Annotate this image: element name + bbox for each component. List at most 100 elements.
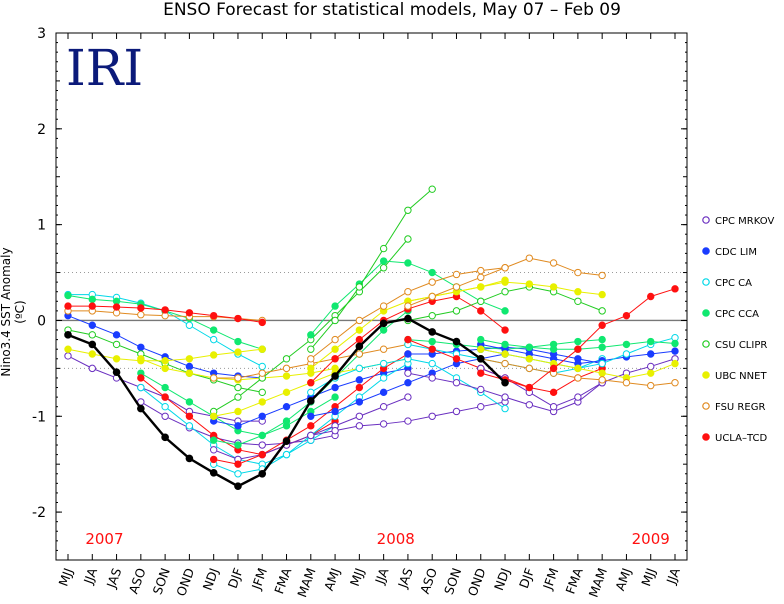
forecast-point xyxy=(282,417,291,425)
forecast-point xyxy=(258,412,266,420)
forecast-point xyxy=(355,364,364,373)
forecast-point xyxy=(428,311,436,320)
forecast-point xyxy=(428,374,436,382)
x-tick-label: JAS xyxy=(394,566,415,591)
forecast-point xyxy=(525,401,534,409)
forecast-point xyxy=(501,404,509,413)
forecast-point xyxy=(258,431,266,440)
forecast-point xyxy=(185,422,194,430)
plot-border xyxy=(55,32,688,561)
forecast-point xyxy=(598,321,606,329)
forecast-point xyxy=(161,383,169,392)
observed-point xyxy=(379,319,388,328)
forecast-point xyxy=(355,383,364,392)
forecast-point xyxy=(379,374,388,382)
forecast-point xyxy=(185,369,194,377)
forecast-point xyxy=(404,335,412,344)
forecast-point xyxy=(477,273,485,282)
forecast-point xyxy=(161,306,169,314)
forecast-point xyxy=(379,402,388,411)
forecast-point xyxy=(598,290,606,299)
x-tick-label: MAM xyxy=(294,566,318,599)
forecast-point xyxy=(88,350,96,358)
forecast-point xyxy=(258,441,266,449)
forecast-point xyxy=(137,383,145,392)
forecast-point xyxy=(137,374,145,382)
x-tick-label: JFM xyxy=(540,566,562,592)
observed-point xyxy=(307,397,315,405)
forecast-point xyxy=(258,450,266,459)
forecast-point xyxy=(161,364,169,373)
forecast-point xyxy=(477,402,485,411)
forecast-point xyxy=(258,362,266,371)
forecast-point xyxy=(355,316,364,325)
forecast-point xyxy=(452,270,461,279)
legend-marker xyxy=(702,247,710,255)
legend-label: FSU REGR xyxy=(715,402,765,413)
forecast-point xyxy=(64,345,72,353)
forecast-point xyxy=(501,307,509,315)
forecast-point xyxy=(307,364,315,373)
forecast-point xyxy=(428,268,436,277)
forecast-point xyxy=(379,244,388,253)
forecast-point xyxy=(161,402,169,411)
forecast-point xyxy=(331,302,339,310)
forecast-point xyxy=(428,185,436,193)
forecast-point xyxy=(379,345,388,353)
y-tick-label: 2 xyxy=(37,122,46,138)
forecast-point xyxy=(404,417,412,425)
forecast-point xyxy=(355,335,364,344)
observed-point xyxy=(112,368,121,376)
observed-point xyxy=(404,314,412,323)
legend-marker xyxy=(702,340,710,348)
forecast-point xyxy=(234,407,242,416)
forecast-point xyxy=(64,291,72,300)
forecast-point xyxy=(307,379,315,387)
x-tick-label: DJF xyxy=(225,566,246,590)
forecast-point xyxy=(355,326,364,334)
observed-line xyxy=(64,314,509,491)
x-tick-label: DJF xyxy=(516,566,537,590)
forecast-point xyxy=(525,364,534,373)
forecast-point xyxy=(404,369,412,377)
forecast-point xyxy=(234,460,242,468)
legend-label: UCLA–TCD xyxy=(715,433,767,444)
forecast-point xyxy=(161,356,169,365)
y-tick-label: 1 xyxy=(37,218,46,234)
x-tick-label: JAS xyxy=(103,566,124,591)
forecast-point xyxy=(161,412,169,420)
forecast-point xyxy=(185,362,194,371)
forecast-point xyxy=(452,307,461,315)
legend-marker xyxy=(702,402,710,410)
forecast-point xyxy=(574,393,582,401)
year-label: 2008 xyxy=(377,530,415,548)
forecast-point xyxy=(355,398,364,406)
forecast-point xyxy=(598,307,606,315)
forecast-point xyxy=(404,206,412,214)
forecast-point xyxy=(404,350,412,358)
forecast-point xyxy=(282,364,291,373)
forecast-point xyxy=(549,402,558,411)
forecast-point xyxy=(137,355,145,363)
forecast-point xyxy=(307,355,315,363)
y-tick-label: -1 xyxy=(32,409,46,425)
forecast-point xyxy=(379,359,388,368)
observed-point xyxy=(185,454,194,463)
forecast-point xyxy=(282,355,291,363)
forecast-point xyxy=(598,343,606,351)
legend-marker xyxy=(702,278,710,286)
forecast-point xyxy=(112,340,121,349)
forecast-point xyxy=(574,297,582,305)
x-tick-label: MJJ xyxy=(347,566,367,588)
forecast-point xyxy=(574,374,582,382)
forecast-point xyxy=(598,335,606,344)
forecast-point xyxy=(234,314,242,323)
forecast-point xyxy=(355,283,364,291)
forecast-point xyxy=(307,422,315,430)
forecast-point xyxy=(161,393,169,401)
forecast-point xyxy=(477,345,485,353)
legend-label: CSU CLIPR xyxy=(715,340,767,351)
forecast-point xyxy=(622,311,631,320)
forecast-point xyxy=(209,311,218,320)
